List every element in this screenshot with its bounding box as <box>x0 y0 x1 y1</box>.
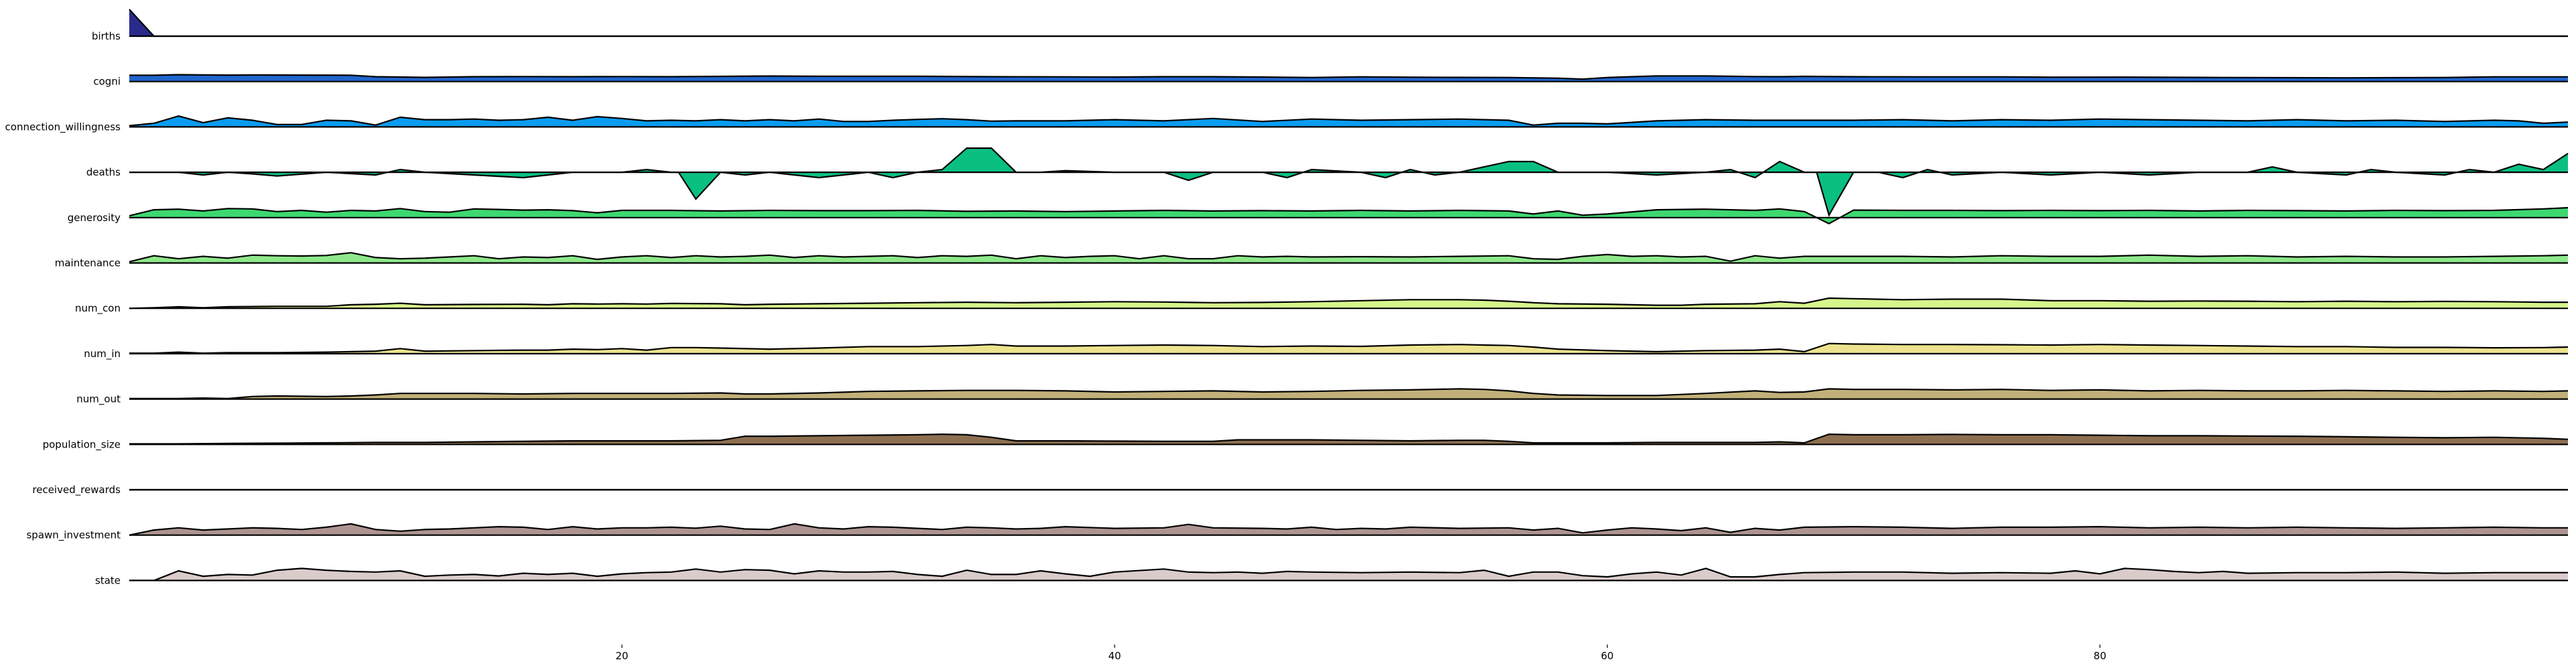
ridge-area-maintenance <box>129 253 2568 263</box>
row-label-num-con: num_con <box>75 302 121 315</box>
x-tick-label-60: 60 <box>1601 650 1614 662</box>
ridge-line-num-con <box>129 297 2568 310</box>
row-label-deaths: deaths <box>86 166 121 178</box>
x-axis: 20 40 60 80 <box>616 645 2106 662</box>
ridge-row-maintenance: maintenance <box>55 252 2569 269</box>
ridge-line-births <box>129 9 2568 38</box>
ridge-line-population-size <box>129 433 2569 445</box>
x-tick-label-80: 80 <box>2094 650 2106 662</box>
ridge-row-received-rewards: received_rewards <box>32 484 2568 496</box>
ridge-area-state <box>129 568 2568 581</box>
ridge-area-num-in <box>129 343 2568 354</box>
row-label-num-out: num_out <box>76 393 121 406</box>
row-label-num-in: num_in <box>84 348 121 360</box>
ridge-line-num-out <box>129 388 2569 399</box>
ridge-area-deaths <box>129 148 2568 216</box>
row-label-generosity: generosity <box>68 212 121 224</box>
ridge-line-cogni <box>129 74 2568 80</box>
ridge-row-generosity: generosity <box>68 206 2569 225</box>
ridge-area-births <box>129 9 2568 36</box>
ridge-line-maintenance <box>129 252 2569 263</box>
ridge-row-deaths: deaths <box>86 147 2569 217</box>
ridge-line-state <box>129 567 2568 582</box>
row-label-cogni: cogni <box>93 76 121 88</box>
row-label-maintenance: maintenance <box>55 257 121 269</box>
x-tick-label-40: 40 <box>1108 650 1121 662</box>
ridge-area-population-size <box>129 434 2568 445</box>
ridge-row-num-out: num_out <box>76 388 2569 406</box>
x-tick-label-20: 20 <box>616 650 628 662</box>
ridge-area-num-con <box>129 298 2568 309</box>
ridge-area-generosity <box>129 208 2568 224</box>
ridge-row-state: state <box>95 567 2568 586</box>
ridge-row-cogni: cogni <box>93 74 2568 88</box>
row-label-spawn-investment: spawn_investment <box>26 529 121 542</box>
row-label-births: births <box>92 30 121 42</box>
ridge-row-connection-willingness: connection_willingness <box>5 115 2569 133</box>
ridge-area-connection-willingness <box>129 116 2568 127</box>
row-label-received-rewards: received_rewards <box>32 484 121 496</box>
ridge-line-num-in <box>129 342 2569 354</box>
ridge-row-population-size: population_size <box>43 433 2569 451</box>
ridge-row-births: births <box>92 9 2568 42</box>
ridge-line-generosity <box>129 206 2569 225</box>
ridge-line-spawn-investment <box>129 523 2568 536</box>
row-label-population-size: population_size <box>43 438 121 451</box>
ridge-area-num-out <box>129 389 2568 399</box>
ridge-row-num-in: num_in <box>84 342 2569 360</box>
ridge-row-spawn-investment: spawn_investment <box>26 523 2568 542</box>
ridge-row-num-con: num_con <box>75 297 2568 315</box>
row-label-connection-willingness: connection_willingness <box>5 121 121 133</box>
ridge-line-connection-willingness <box>129 115 2569 127</box>
row-label-state: state <box>95 574 121 586</box>
ridge-line-deaths <box>129 147 2569 217</box>
